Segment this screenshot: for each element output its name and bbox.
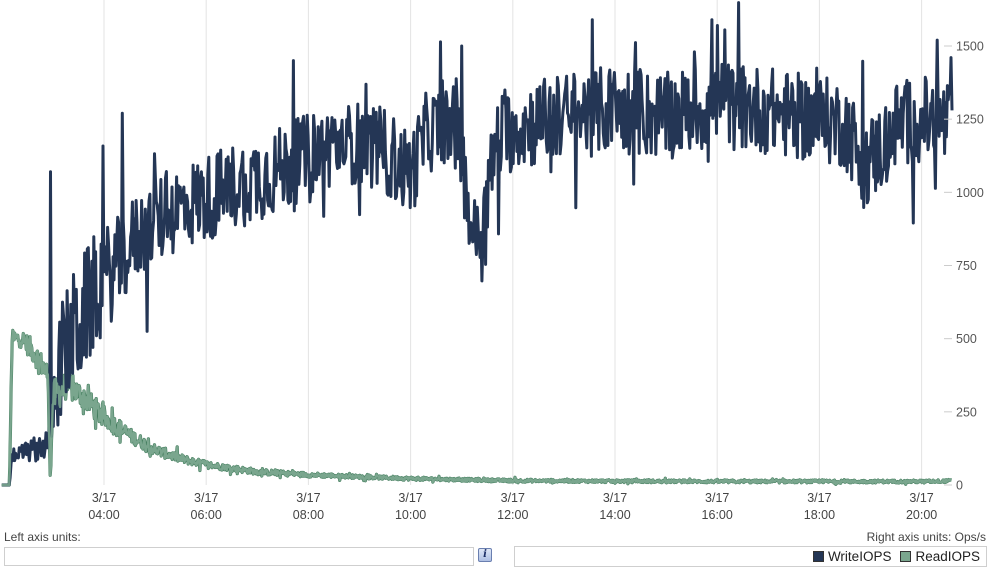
svg-text:18:00: 18:00: [804, 508, 835, 522]
svg-text:750: 750: [956, 259, 977, 273]
right-axis-units-label: Right axis units: Ops/s: [866, 530, 986, 544]
svg-text:1250: 1250: [956, 113, 984, 127]
readiops-series-overlay: [1, 329, 64, 487]
info-icon[interactable]: i: [478, 548, 492, 562]
svg-text:3/17: 3/17: [603, 491, 627, 505]
right-y-axis: 0 250 500 750 1000 1250 1500: [944, 40, 984, 493]
svg-text:3/17: 3/17: [194, 491, 218, 505]
svg-text:1000: 1000: [956, 186, 984, 200]
chart-canvas: 0 250 500 750 1000 1250 1500 3/17 04:00 3/17 06:0…: [0, 0, 984, 522]
svg-text:16:00: 16:00: [702, 508, 733, 522]
svg-text:3/17: 3/17: [296, 491, 320, 505]
legend-label-writeiops: WriteIOPS: [827, 549, 892, 564]
svg-text:0: 0: [956, 479, 963, 493]
svg-text:1500: 1500: [956, 40, 984, 54]
svg-text:3/17: 3/17: [807, 491, 831, 505]
readiops-series: [0, 328, 953, 487]
svg-text:500: 500: [956, 332, 977, 346]
svg-text:08:00: 08:00: [293, 508, 324, 522]
readiops-swatch-icon: [900, 551, 912, 562]
svg-text:14:00: 14:00: [599, 508, 630, 522]
svg-text:3/17: 3/17: [705, 491, 729, 505]
iops-line-chart: 0 250 500 750 1000 1250 1500 3/17 04:00 3/17 06:0…: [0, 0, 984, 522]
svg-text:10:00: 10:00: [395, 508, 426, 522]
left-axis-units-label: Left axis units:: [4, 530, 81, 544]
legend-item-readiops[interactable]: ReadIOPS: [900, 549, 980, 564]
svg-text:3/17: 3/17: [501, 491, 525, 505]
svg-text:12:00: 12:00: [497, 508, 528, 522]
svg-text:20:00: 20:00: [906, 508, 937, 522]
svg-text:3/17: 3/17: [92, 491, 116, 505]
svg-text:250: 250: [956, 405, 977, 419]
writeiops-series: [1, 1, 954, 487]
writeiops-swatch-icon: [812, 551, 824, 562]
svg-text:3/17: 3/17: [398, 491, 422, 505]
legend-item-writeiops[interactable]: WriteIOPS: [812, 549, 892, 564]
svg-text:3/17: 3/17: [909, 491, 933, 505]
legend: WriteIOPS ReadIOPS: [514, 546, 987, 567]
left-axis-units-input[interactable]: [4, 547, 474, 566]
legend-label-readiops: ReadIOPS: [915, 549, 980, 564]
x-axis: 3/17 04:00 3/17 06:00 3/17 08:00 3/17 10:00 3/17…: [88, 491, 937, 522]
svg-text:04:00: 04:00: [88, 508, 119, 522]
svg-text:06:00: 06:00: [191, 508, 222, 522]
